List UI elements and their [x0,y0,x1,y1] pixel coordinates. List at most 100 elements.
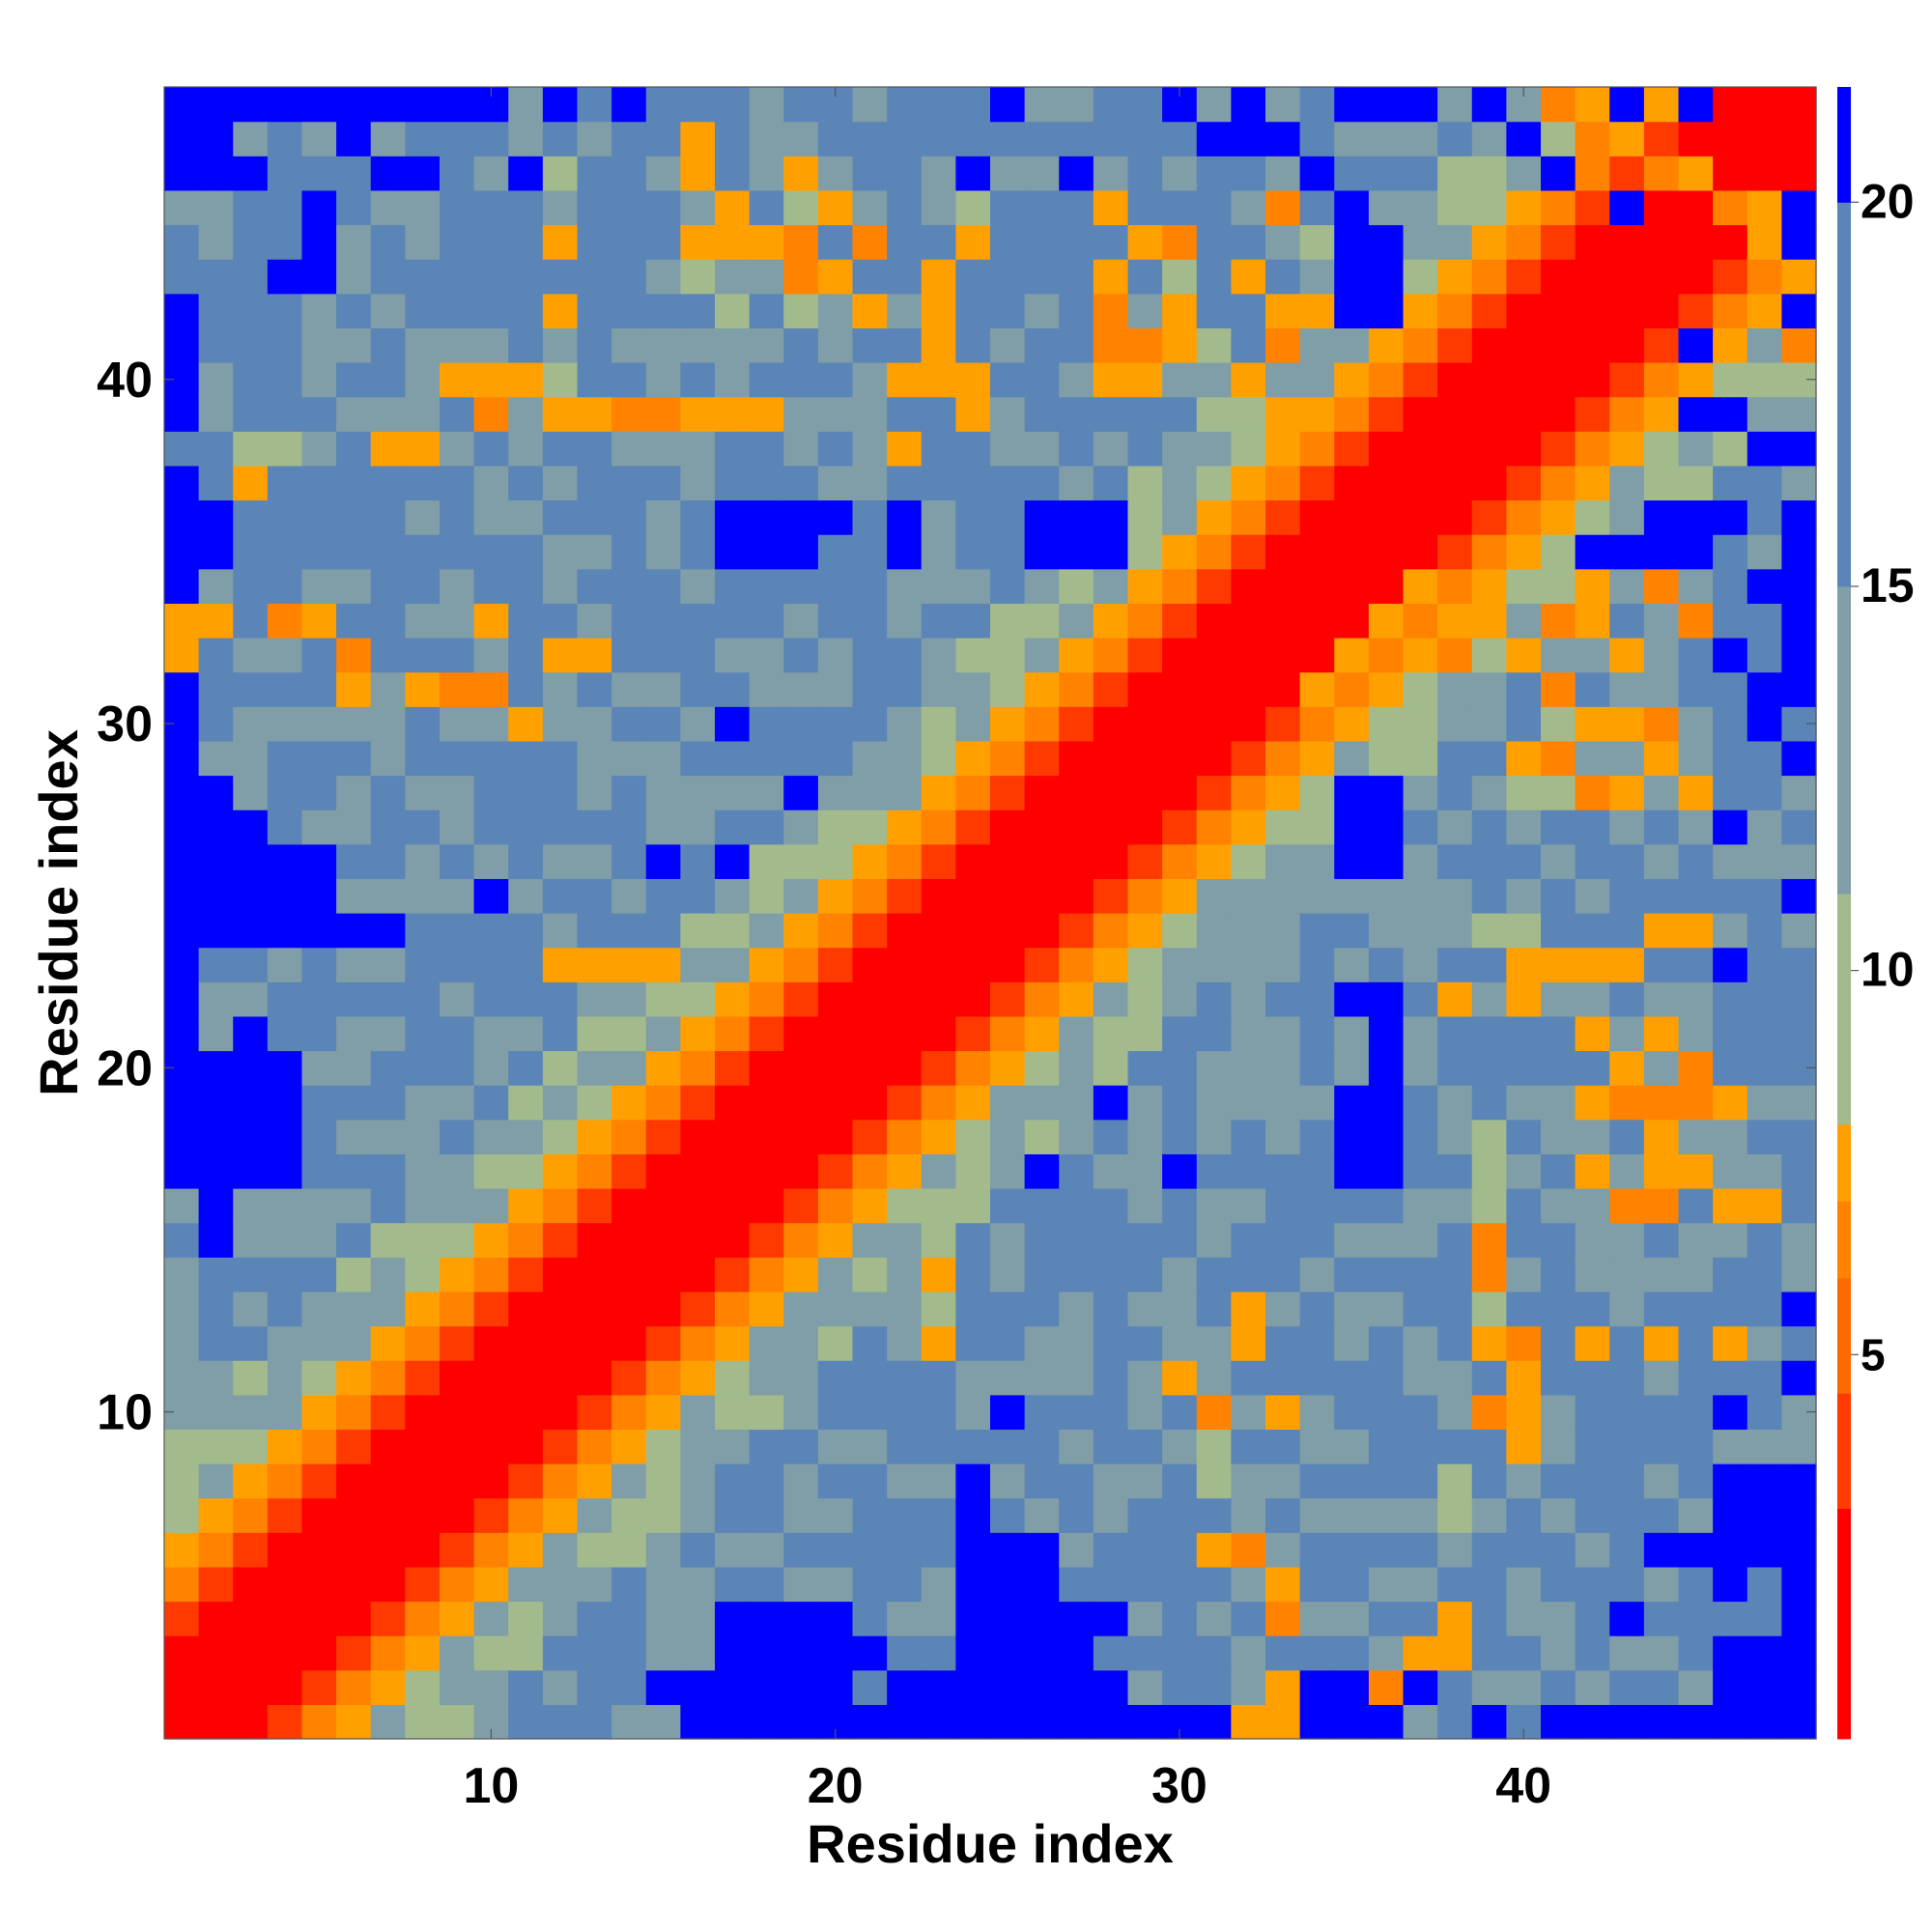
heatmap-cell [611,121,647,156]
heatmap-cell [1541,1394,1577,1430]
heatmap-cell [611,1704,647,1740]
heatmap-cell [749,87,784,123]
heatmap-cell [440,1566,475,1603]
heatmap-cell [370,638,406,673]
heatmap-cell [164,1119,200,1154]
heatmap-cell [1299,396,1335,432]
heatmap-cell [473,1566,509,1603]
heatmap-cell [301,1291,337,1327]
heatmap-cell [1368,1360,1405,1396]
heatmap-cell [1265,1635,1301,1671]
heatmap-cell [577,327,612,363]
heatmap-cell [990,431,1026,467]
heatmap-cell [1299,1291,1335,1327]
heatmap-cell [1609,878,1645,914]
heatmap-cell [405,1566,440,1603]
heatmap-cell [267,1635,303,1671]
heatmap-cell [1127,1188,1163,1224]
heatmap-cell [542,1188,579,1224]
heatmap-cell [1196,1394,1232,1430]
heatmap-cell [715,706,751,742]
heatmap-cell [645,1429,681,1464]
heatmap-cell [1299,1119,1335,1154]
heatmap-cell [1403,1704,1438,1740]
heatmap-cell [1575,1222,1610,1258]
heatmap-cell [1609,534,1645,570]
heatmap-cell [852,1015,888,1052]
heatmap-cell [921,499,956,535]
heatmap-cell [336,1463,372,1499]
heatmap-cell [1747,603,1782,639]
heatmap-cell [1541,87,1577,123]
heatmap-cell [1781,1635,1817,1671]
heatmap-cell [370,259,406,295]
heatmap-cell [370,1153,406,1189]
heatmap-cell [1196,981,1232,1017]
heatmap-cell [680,1222,716,1258]
heatmap-cell [1093,1497,1129,1533]
heatmap-cell [921,259,956,295]
heatmap-cell [1368,1188,1405,1224]
heatmap-cell [1713,1566,1748,1603]
heatmap-cell [1368,121,1405,156]
heatmap-cell [577,947,612,982]
heatmap-cell [473,1669,509,1705]
heatmap-cell [1713,1291,1748,1327]
heatmap-cell [1127,499,1163,535]
heatmap-cell [611,293,647,328]
heatmap-cell [405,1497,440,1533]
heatmap-cell [508,224,544,260]
heatmap-cell [301,1566,337,1603]
heatmap-cell [1368,1394,1405,1430]
heatmap-cell [1231,1532,1266,1568]
heatmap-cell [440,1119,475,1154]
heatmap-cell [440,189,475,226]
heatmap-cell [921,810,956,845]
heatmap-cell [542,603,579,639]
heatmap-cell [1541,1050,1577,1086]
heatmap-cell [1162,1601,1198,1636]
heatmap-cell [301,1532,337,1568]
heatmap-cell [508,1085,544,1121]
heatmap-cell [405,1222,440,1258]
heatmap-cell [887,913,923,949]
heatmap-cell [577,878,612,914]
heatmap-cell [301,1325,337,1361]
heatmap-cell [1575,396,1610,432]
heatmap-cell [1609,1291,1645,1327]
heatmap-cell [542,878,579,914]
heatmap-cell [267,1463,303,1499]
heatmap-cell [1024,189,1060,226]
heatmap-cell [852,1188,888,1224]
heatmap-cell [1265,362,1301,398]
colorbar-segment [1837,1623,1851,1740]
heatmap-cell [1162,1257,1198,1293]
heatmap-cell [1368,1222,1405,1258]
heatmap-cell [508,1050,544,1086]
heatmap-cell [370,1394,406,1430]
heatmap-cell [817,431,854,467]
heatmap-cell [301,1635,337,1671]
heatmap-cell [749,327,784,363]
heatmap-cell [301,1188,337,1224]
heatmap-cell [577,1635,612,1671]
heatmap-cell [301,1463,337,1499]
heatmap-cell [852,1050,888,1086]
heatmap-cell [233,671,269,707]
heatmap-cell [1471,1015,1507,1052]
heatmap-cell [370,327,406,363]
heatmap-cell [1609,499,1645,535]
heatmap-cell [1127,568,1163,604]
heatmap-cell [1162,1497,1198,1533]
heatmap-cell [1747,1050,1782,1086]
heatmap-cell [473,293,509,328]
heatmap-cell [1575,1085,1610,1121]
heatmap-cell [1643,1222,1680,1258]
heatmap-cell [1541,1257,1577,1293]
heatmap-cell [887,1119,923,1154]
heatmap-cell [233,1153,269,1189]
heatmap-cell [783,1394,819,1430]
heatmap-cell [1196,706,1232,742]
heatmap-cell [198,121,234,156]
heatmap-cell [715,775,751,810]
